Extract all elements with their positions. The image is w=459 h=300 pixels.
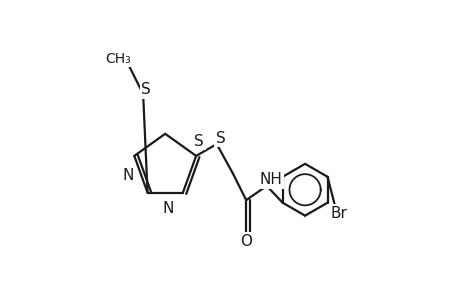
Text: CH₃: CH₃ [105,52,131,66]
Text: S: S [141,82,151,97]
Text: S: S [215,131,225,146]
Text: N: N [162,201,174,216]
Text: NH: NH [258,172,281,187]
Text: O: O [240,234,252,249]
Text: S: S [194,134,203,149]
Text: N: N [123,167,134,182]
Text: Br: Br [330,206,347,221]
